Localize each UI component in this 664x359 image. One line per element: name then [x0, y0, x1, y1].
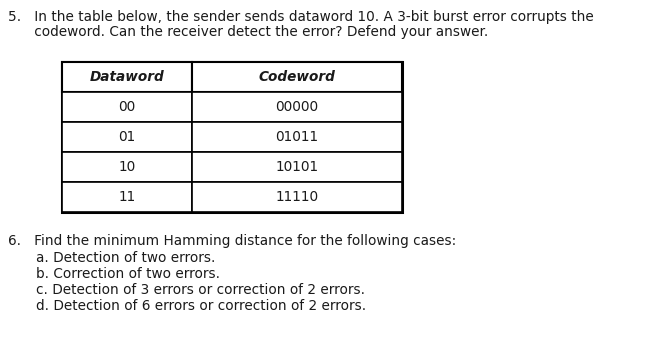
Text: 11: 11 — [118, 190, 135, 204]
Bar — [62, 62, 402, 212]
Bar — [192, 152, 402, 182]
Bar — [192, 62, 402, 92]
Bar — [192, 92, 402, 122]
Text: 01: 01 — [118, 130, 135, 144]
Text: 10101: 10101 — [276, 160, 319, 174]
Text: 10: 10 — [118, 160, 135, 174]
Bar — [62, 122, 192, 152]
Text: 00: 00 — [118, 100, 135, 114]
Text: 00000: 00000 — [276, 100, 319, 114]
Text: d. Detection of 6 errors or correction of 2 errors.: d. Detection of 6 errors or correction o… — [36, 299, 366, 313]
Bar — [62, 152, 192, 182]
Bar — [192, 182, 402, 212]
Text: 11110: 11110 — [276, 190, 319, 204]
Bar — [192, 122, 402, 152]
Text: Codeword: Codeword — [258, 70, 335, 84]
Bar — [62, 182, 192, 212]
Text: Dataword: Dataword — [90, 70, 165, 84]
Text: b. Correction of two errors.: b. Correction of two errors. — [36, 267, 220, 281]
Text: a. Detection of two errors.: a. Detection of two errors. — [36, 251, 215, 265]
Text: 5.   In the table below, the sender sends dataword 10. A 3-bit burst error corru: 5. In the table below, the sender sends … — [8, 10, 594, 24]
Text: 6.   Find the minimum Hamming distance for the following cases:: 6. Find the minimum Hamming distance for… — [8, 234, 456, 248]
Text: 01011: 01011 — [276, 130, 319, 144]
Text: codeword. Can the receiver detect the error? Defend your answer.: codeword. Can the receiver detect the er… — [8, 25, 488, 39]
Bar — [62, 92, 192, 122]
Bar — [62, 62, 192, 92]
Text: c. Detection of 3 errors or correction of 2 errors.: c. Detection of 3 errors or correction o… — [36, 283, 365, 297]
